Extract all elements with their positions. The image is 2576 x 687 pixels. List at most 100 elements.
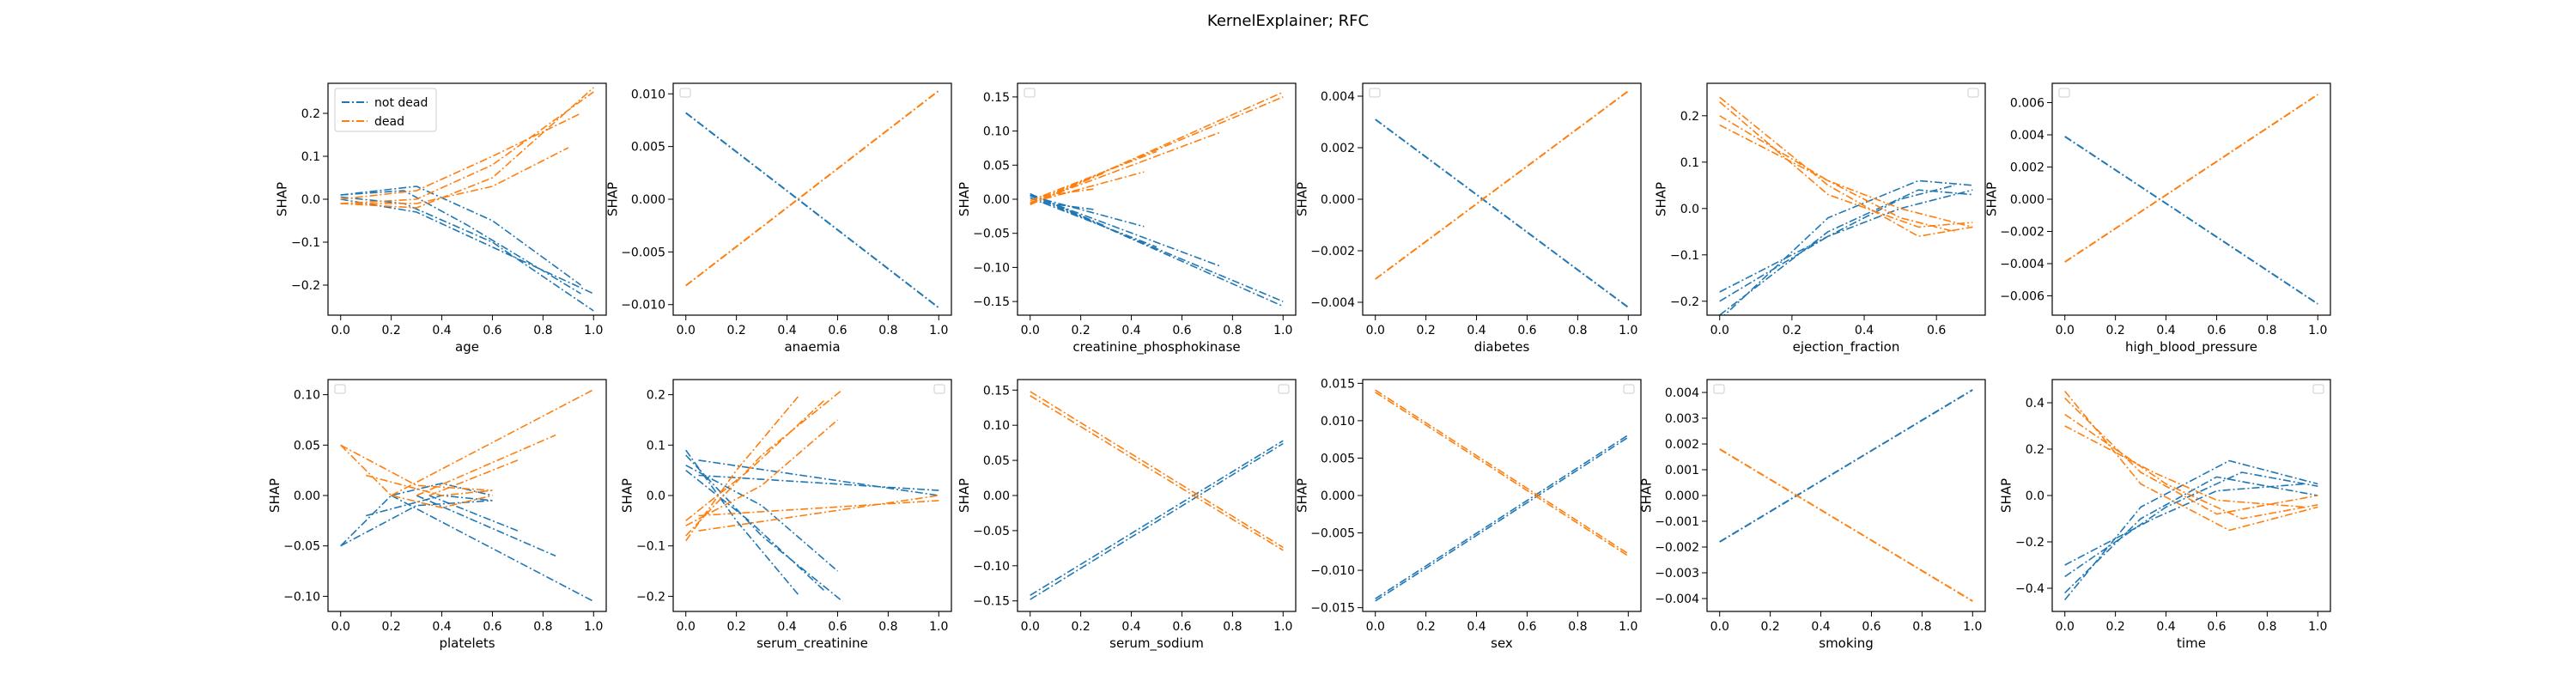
subplot-sex-xtick-label-0: 0.0 bbox=[1366, 620, 1385, 634]
subplot-creatinine-phosphokinase-line-dead-3 bbox=[1030, 150, 1157, 202]
subplot-serum-creatinine-line-dead-4 bbox=[698, 500, 939, 517]
subplot-high-blood-pressure: 0.0 0.2 0.4 0.6 0.8 1.0 −0.006 −0.004 −0.002 0.00… bbox=[1984, 82, 2331, 356]
subplot-time-ytick-label-0: −0.4 bbox=[2015, 582, 2044, 596]
subplot-diabetes-ytick-label-4: 0.004 bbox=[1321, 90, 1355, 104]
subplot-anaemia-ytick-label-0: −0.010 bbox=[621, 299, 665, 313]
subplot-ejection-fraction-line-not-dead-2 bbox=[1719, 189, 1973, 302]
subplot-creatinine-phosphokinase-ytick-label-2: −0.05 bbox=[973, 228, 1010, 241]
subplot-creatinine-phosphokinase-line-dead-4 bbox=[1030, 171, 1145, 204]
subplot-serum-sodium-ytick-label-4: 0.05 bbox=[983, 454, 1010, 468]
subplot-diabetes-series bbox=[1375, 90, 1629, 308]
subplot-time-line-dead-0 bbox=[2064, 390, 2318, 532]
subplot-high-blood-pressure-ytick-label-3: 0.000 bbox=[2010, 193, 2044, 207]
subplot-sex-ytick-label-0: −0.015 bbox=[1310, 602, 1355, 616]
subplot-high-blood-pressure-ytick-label-1: −0.004 bbox=[2000, 258, 2044, 271]
subplot-serum-creatinine-xtick-label-1: 0.2 bbox=[727, 620, 746, 634]
subplot-platelets-line-dead-3 bbox=[391, 388, 594, 496]
subplot-platelets-ytick-label-2: 0.00 bbox=[294, 489, 320, 503]
subplot-serum-creatinine-ytick-label-1: −0.1 bbox=[636, 540, 665, 554]
subplot-high-blood-pressure-xtick-label-3: 0.6 bbox=[2207, 324, 2226, 337]
subplot-sex-ytick-label-3: 0.000 bbox=[1321, 489, 1355, 503]
subplot-platelets-line-dead-0 bbox=[340, 444, 493, 508]
subplot-age-xtick-label-1: 0.2 bbox=[382, 324, 401, 337]
subplot-time-xtick-label-1: 0.2 bbox=[2106, 620, 2125, 634]
subplot-serum-sodium-xtick-label-1: 0.2 bbox=[1072, 620, 1091, 634]
subplot-diabetes-xlabel: diabetes bbox=[1474, 339, 1530, 355]
subplot-ejection-fraction-line-dead-3 bbox=[1719, 124, 1955, 233]
subplot-serum-sodium-xtick-label-5: 1.0 bbox=[1273, 620, 1292, 634]
subplot-high-blood-pressure-ytick-label-0: −0.006 bbox=[2000, 290, 2044, 304]
subplot-high-blood-pressure-series-dead bbox=[2064, 94, 2318, 263]
subplot-high-blood-pressure-line-not-dead-0 bbox=[2064, 136, 2318, 305]
subplot-time-legend-empty-box bbox=[2312, 384, 2324, 394]
subplot-diabetes-legend-empty-box bbox=[1369, 88, 1381, 98]
subplot-creatinine-phosphokinase-ytick-label-6: 0.15 bbox=[983, 91, 1010, 105]
subplot-platelets-xtick-label-0: 0.0 bbox=[331, 620, 350, 634]
subplot-age-ytick-label-4: 0.2 bbox=[301, 107, 320, 121]
subplot-serum-creatinine-line-not-dead-0 bbox=[685, 449, 800, 597]
subplot-serum-creatinine-line-not-dead-2 bbox=[685, 470, 826, 593]
subplot-serum-sodium-ytick-label-1: −0.10 bbox=[973, 560, 1010, 574]
subplot-age-ytick-label-1: −0.1 bbox=[291, 236, 320, 250]
subplot-creatinine-phosphokinase-series bbox=[1030, 91, 1284, 307]
subplot-sex: 0.0 0.2 0.4 0.6 0.8 1.0 −0.015 −0.010 −0.005 0.00… bbox=[1294, 377, 1642, 651]
subplot-platelets-line-dead-1 bbox=[340, 444, 493, 491]
subplot-sex-line-dead-1 bbox=[1375, 392, 1629, 557]
subplot-sex-xtick-label-4: 0.8 bbox=[1568, 620, 1587, 634]
subplot-serum-creatinine-line-dead-1 bbox=[685, 389, 843, 537]
subplot-high-blood-pressure-xtick-label-2: 0.4 bbox=[2156, 324, 2175, 337]
subplot-age-xtick-label-4: 0.8 bbox=[533, 324, 552, 337]
subplot-age: 0.0 0.2 0.4 0.6 0.8 1.0 −0.2 −0.1 0.0 0.1 0.2 age SH… bbox=[275, 82, 607, 355]
subplot-high-blood-pressure-xtick-label-5: 1.0 bbox=[2308, 324, 2327, 337]
subplot-ejection-fraction-xtick-label-1: 0.2 bbox=[1783, 324, 1801, 337]
subplot-platelets-xtick-label-5: 1.0 bbox=[584, 620, 603, 634]
subplot-platelets-ytick-label-4: 0.10 bbox=[294, 389, 320, 403]
subplot-sex-ytick-label-6: 0.015 bbox=[1321, 377, 1355, 391]
subplot-anaemia-series-dead bbox=[685, 89, 939, 287]
subplot-serum-sodium-xlabel: serum_sodium bbox=[1109, 635, 1204, 652]
subplot-serum-creatinine-series-dead bbox=[685, 389, 939, 542]
subplot-serum-sodium-ylabel: SHAP bbox=[957, 478, 972, 513]
subplot-ejection-fraction-ytick-label-2: 0.0 bbox=[1680, 203, 1699, 216]
subplot-smoking-line-dead-0 bbox=[1719, 448, 1973, 602]
subplot-high-blood-pressure-line-dead-0 bbox=[2064, 94, 2318, 263]
subplot-diabetes-ytick-label-2: 0.000 bbox=[1321, 193, 1355, 207]
subplot-high-blood-pressure-legend-empty-box bbox=[2058, 88, 2070, 98]
subplot-time-series-not-dead bbox=[2064, 459, 2318, 601]
subplot-sex-xtick-label-5: 1.0 bbox=[1619, 620, 1637, 634]
legend-label-not-dead: not dead bbox=[374, 96, 428, 110]
subplot-age-xtick-label-2: 0.4 bbox=[432, 324, 451, 337]
subplot-age-line-dead-0 bbox=[340, 87, 594, 209]
subplot-platelets-ytick-label-3: 0.05 bbox=[294, 439, 320, 453]
subplot-diabetes-ytick-label-0: −0.004 bbox=[1310, 296, 1355, 310]
subplot-smoking-xtick-label-5: 1.0 bbox=[1963, 620, 1982, 634]
subplot-creatinine-phosphokinase-xtick-label-5: 1.0 bbox=[1273, 324, 1292, 337]
subplot-platelets-series-dead bbox=[340, 388, 594, 508]
subplot-serum-sodium-xtick-label-4: 0.8 bbox=[1223, 620, 1242, 634]
subplot-serum-sodium-ytick-label-0: −0.15 bbox=[973, 595, 1010, 609]
subplot-smoking-ylabel: SHAP bbox=[1638, 478, 1654, 513]
subplot-sex-xtick-label-1: 0.2 bbox=[1417, 620, 1436, 634]
subplot-serum-creatinine-ytick-label-3: 0.1 bbox=[647, 439, 665, 453]
subplot-serum-creatinine-ytick-label-2: 0.0 bbox=[647, 489, 665, 503]
subplot-creatinine-phosphokinase-xtick-label-3: 0.6 bbox=[1172, 324, 1191, 337]
subplot-serum-sodium-ytick-label-6: 0.15 bbox=[983, 384, 1010, 398]
subplot-serum-creatinine-series bbox=[685, 389, 939, 602]
subplot-sex-series bbox=[1375, 389, 1629, 602]
subplot-sex-line-not-dead-1 bbox=[1375, 434, 1629, 599]
subplot-age-line-dead-2 bbox=[340, 112, 581, 200]
subplot-anaemia-xtick-label-2: 0.4 bbox=[777, 324, 796, 337]
subplot-creatinine-phosphokinase-series-dead bbox=[1030, 91, 1284, 206]
subplot-smoking-line-not-dead-0 bbox=[1719, 389, 1973, 543]
figure-title: KernelExplainer; RFC bbox=[1207, 12, 1369, 30]
subplot-sex-xtick-label-2: 0.4 bbox=[1467, 620, 1485, 634]
subplot-ejection-fraction-line-dead-2 bbox=[1719, 115, 1973, 228]
subplot-ejection-fraction-ytick-label-0: −0.2 bbox=[1670, 295, 1699, 309]
subplot-high-blood-pressure-series bbox=[2064, 94, 2318, 305]
subplot-creatinine-phosphokinase-xtick-label-4: 0.8 bbox=[1223, 324, 1242, 337]
subplot-time-line-not-dead-0 bbox=[2064, 459, 2318, 601]
subplot-creatinine-phosphokinase-line-dead-6 bbox=[1042, 188, 1094, 197]
subplot-age-series-dead bbox=[340, 87, 594, 209]
subplot-serum-sodium-xtick-label-0: 0.0 bbox=[1021, 620, 1040, 634]
